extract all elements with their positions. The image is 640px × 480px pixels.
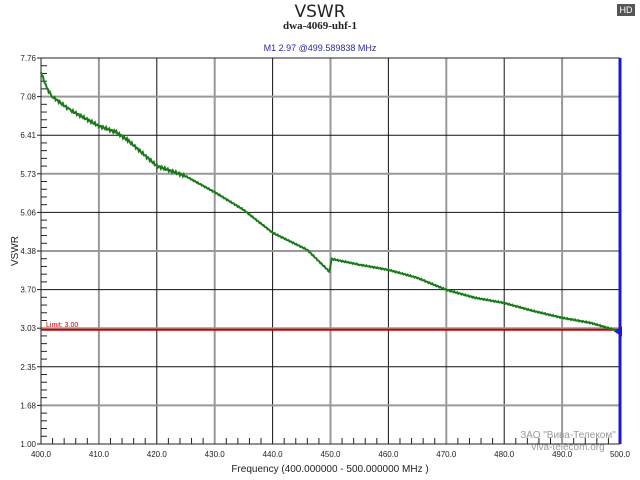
x-tick-label: 410.0 [89,450,110,459]
y-tick-label: 1.68 [20,401,36,410]
y-tick-label: 4.38 [20,247,36,256]
watermark: ЗАО "Вива-Телеком" viva-telecom.org [508,430,628,454]
x-tick-label: 490.0 [552,450,573,459]
x-tick-label: 440.0 [263,450,284,459]
x-tick-label: 430.0 [205,450,226,459]
x-tick-label: 420.0 [147,450,168,459]
y-tick-label: 7.76 [20,54,36,63]
hd-badge: HD [617,4,635,16]
marker-triangle-icon [614,326,622,337]
x-tick-label: 460.0 [378,450,399,459]
y-tick-label: 2.35 [20,363,36,372]
y-tick-label: 7.08 [20,93,36,102]
y-tick-label: 6.41 [20,131,36,140]
x-tick-label: 450.0 [320,450,341,459]
marker-readout: M1 2.97 @499.589838 MHz [263,43,377,53]
x-tick-label: 500.0 [610,450,631,459]
x-tick-label: 480.0 [494,450,515,459]
x-axis-label: Frequency (400.000000 - 500.000000 MHz ) [231,464,428,475]
x-tick-label: 470.0 [436,450,457,459]
watermark-url: viva-telecom.org [531,442,605,453]
chart-title: VSWR [294,2,346,22]
y-axis-label: VSWR [10,236,21,266]
y-tick-label: 1.00 [20,440,36,449]
vswr-trace [40,72,621,333]
chart-subtitle: dwa-4069-uhf-1 [283,20,357,32]
y-tick-label: 5.06 [20,208,36,217]
watermark-company: ЗАО "Вива-Телеком" [520,430,616,441]
x-tick-label: 400.0 [31,450,52,459]
y-tick-label: 3.03 [20,324,36,333]
y-tick-label: 3.70 [20,286,36,295]
limit-label: Limit: 3.00 [46,322,78,329]
y-tick-label: 5.73 [20,170,36,179]
